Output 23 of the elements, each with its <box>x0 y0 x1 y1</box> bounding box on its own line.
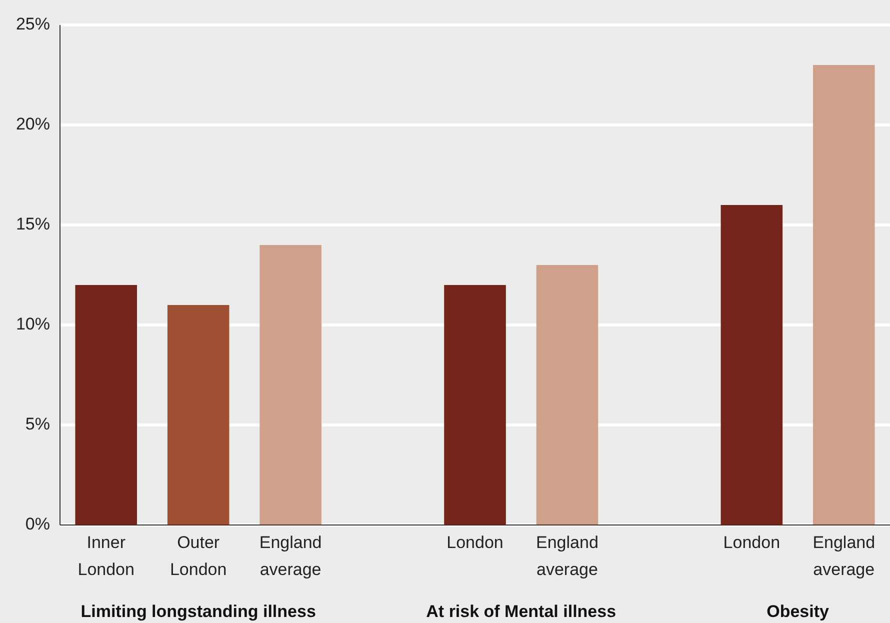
y-tick-label: 0% <box>25 514 50 534</box>
bar <box>720 205 783 525</box>
y-tick-label: 20% <box>16 114 50 134</box>
y-tick-label: 25% <box>16 14 50 34</box>
x-tick-label: Inner London <box>78 533 134 579</box>
bar <box>260 245 322 525</box>
bar <box>75 285 138 525</box>
bar <box>444 285 506 525</box>
text: Obesity <box>766 602 830 621</box>
x-tick-label: London <box>723 533 780 552</box>
y-tick-label: 5% <box>25 414 50 434</box>
text: At risk of Mental illness <box>426 602 616 621</box>
y-tick-label: 10% <box>16 314 50 334</box>
bar <box>167 305 230 525</box>
y-tick-label: 15% <box>16 214 50 234</box>
text: Limiting longstanding illness <box>80 602 316 621</box>
bar <box>812 65 875 525</box>
x-tick-label: England average <box>536 533 598 579</box>
bar <box>536 265 598 525</box>
x-tick-label: Outer London <box>170 533 227 579</box>
x-tick-label: England average <box>259 533 322 579</box>
x-tick-label: England average <box>812 533 876 579</box>
x-tick-label: London <box>446 533 504 552</box>
